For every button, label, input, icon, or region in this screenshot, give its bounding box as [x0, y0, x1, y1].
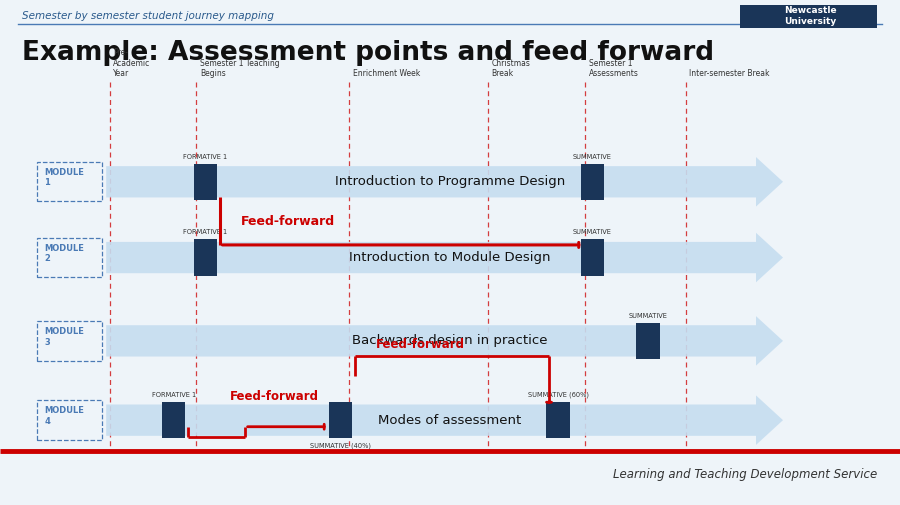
Bar: [37, 321, 102, 361]
Bar: [636, 323, 660, 359]
Text: Enrichment Week: Enrichment Week: [353, 69, 420, 78]
Text: Introduction to Module Design: Introduction to Module Design: [349, 251, 551, 264]
Text: Feed-forward: Feed-forward: [376, 338, 465, 351]
Polygon shape: [106, 157, 783, 207]
Bar: [740, 5, 877, 28]
Bar: [37, 400, 102, 440]
Text: Inter-semester Break: Inter-semester Break: [689, 69, 770, 78]
Text: MODULE
3: MODULE 3: [44, 327, 84, 346]
Text: SUMMATIVE: SUMMATIVE: [572, 154, 612, 160]
Text: Example: Assessment points and feed forward: Example: Assessment points and feed forw…: [22, 40, 715, 66]
Text: Backwards design in practice: Backwards design in practice: [352, 334, 548, 347]
Text: Modes of assessment: Modes of assessment: [378, 414, 522, 427]
Text: MODULE
2: MODULE 2: [44, 244, 84, 263]
Bar: [546, 402, 570, 438]
Bar: [328, 402, 352, 438]
Text: Semester 1
Assessments: Semester 1 Assessments: [589, 59, 638, 78]
Text: SUMMATIVE: SUMMATIVE: [572, 229, 612, 235]
Bar: [37, 238, 102, 277]
Text: FORMATIVE 1: FORMATIVE 1: [151, 392, 196, 398]
Bar: [194, 164, 217, 200]
Bar: [580, 164, 604, 200]
Text: Introduction to Programme Design: Introduction to Programme Design: [335, 175, 565, 188]
Text: SUMMATIVE (60%): SUMMATIVE (60%): [527, 391, 589, 398]
Text: FORMATIVE 1: FORMATIVE 1: [183, 154, 228, 160]
Bar: [162, 402, 185, 438]
Text: Feed-forward: Feed-forward: [241, 215, 336, 228]
Bar: [37, 162, 102, 201]
Text: Learning and Teaching Development Service: Learning and Teaching Development Servic…: [613, 468, 878, 481]
Text: Christmas
Break: Christmas Break: [491, 59, 530, 78]
Polygon shape: [106, 316, 783, 366]
Polygon shape: [106, 233, 783, 282]
Text: Feed-forward: Feed-forward: [230, 390, 319, 403]
Bar: [580, 239, 604, 276]
Text: SUMMATIVE: SUMMATIVE: [628, 313, 668, 319]
Text: MODULE
1: MODULE 1: [44, 168, 84, 187]
Text: Newcastle
University: Newcastle University: [784, 7, 836, 26]
Text: Pre-
Academic
Year: Pre- Academic Year: [113, 48, 150, 78]
Bar: [194, 239, 217, 276]
Text: MODULE
4: MODULE 4: [44, 407, 84, 426]
Text: FORMATIVE 1: FORMATIVE 1: [183, 229, 228, 235]
Polygon shape: [106, 395, 783, 445]
Text: Semester 1 Teaching
Begins: Semester 1 Teaching Begins: [200, 59, 279, 78]
Text: SUMMATIVE (40%): SUMMATIVE (40%): [310, 442, 371, 449]
Text: Semester by semester student journey mapping: Semester by semester student journey map…: [22, 11, 274, 21]
